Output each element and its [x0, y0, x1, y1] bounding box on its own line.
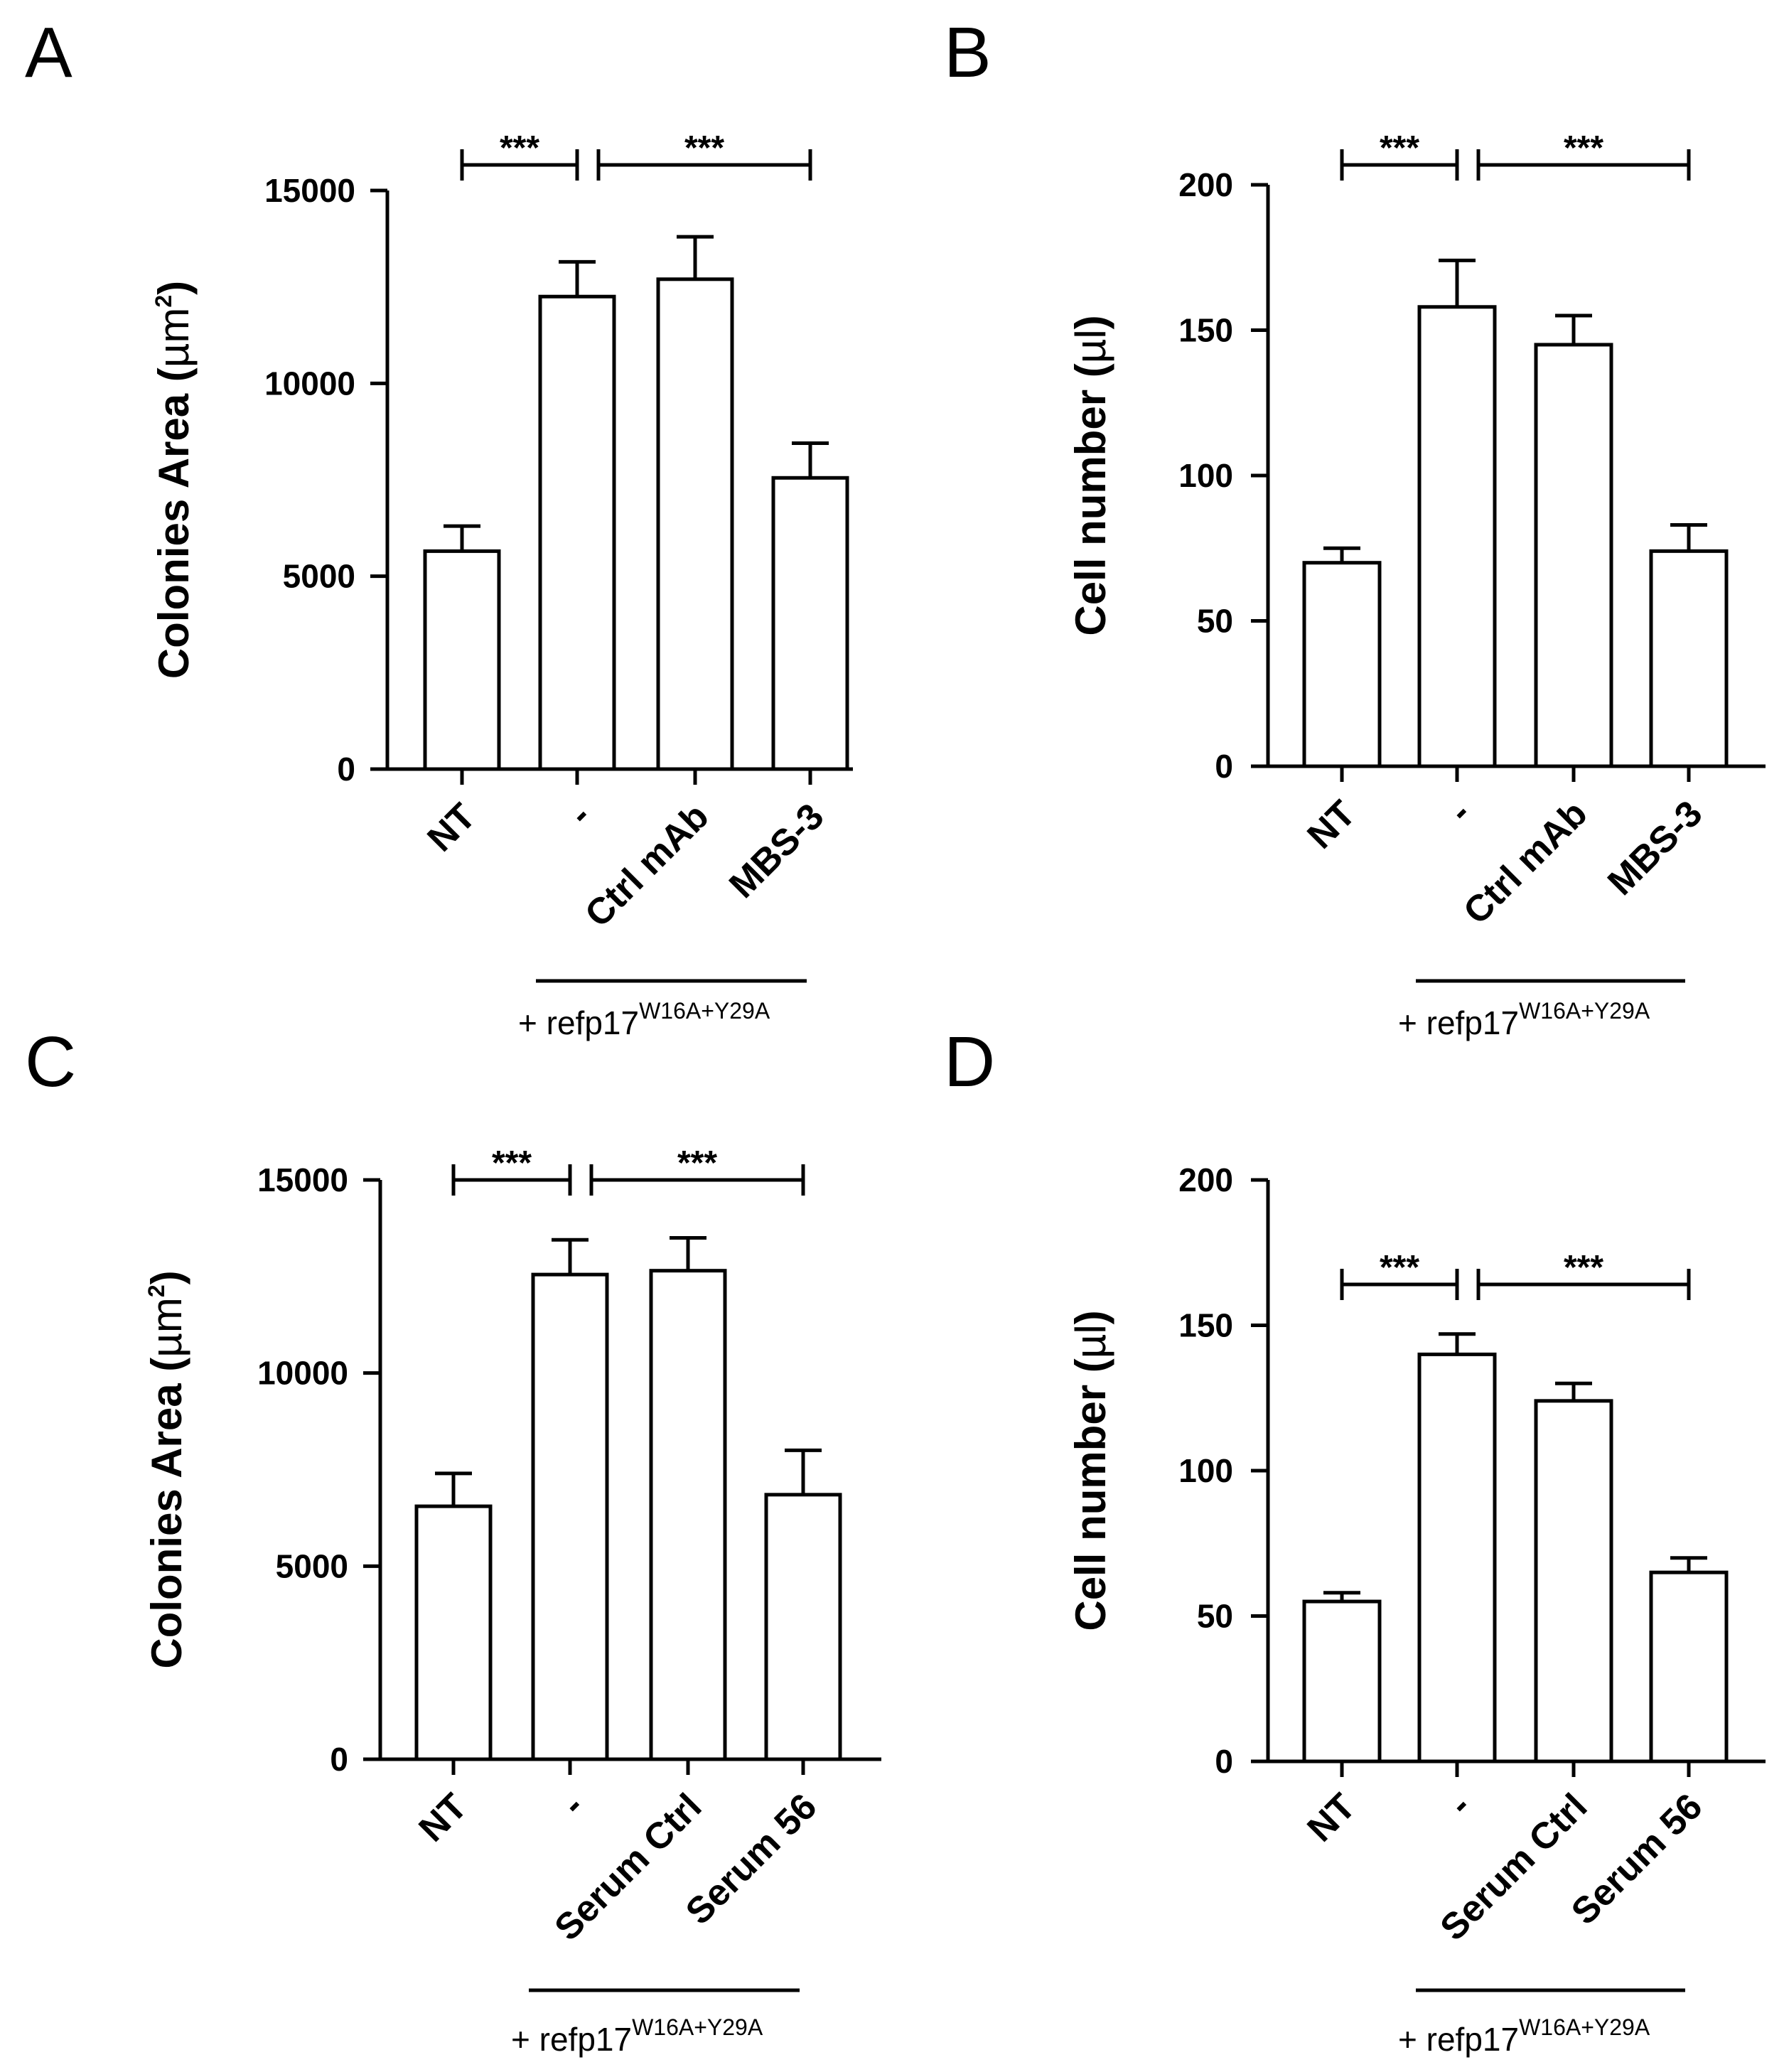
x-tick-label: MBS-3 — [721, 795, 832, 906]
y-tick-label: 50 — [1197, 603, 1233, 640]
bar — [1534, 343, 1613, 768]
x-tick-label: - — [1441, 1786, 1478, 1823]
treatment-label-prefix: + refp17 — [511, 2021, 632, 2058]
x-tick-label: NT — [411, 1786, 475, 1850]
y-tick-label: 0 — [1215, 1743, 1233, 1780]
y-tick-label: 0 — [337, 751, 355, 788]
bar — [538, 294, 616, 771]
y-axis-label-text: Colonies Area ( — [150, 367, 198, 679]
treatment-label: + refp17W16A+Y29A — [518, 998, 770, 1041]
significance-label: *** — [1380, 129, 1419, 167]
bar — [1649, 1570, 1729, 1764]
y-tick-label: 100 — [1178, 1452, 1233, 1489]
treatment-label: + refp17W16A+Y29A — [1398, 2014, 1650, 2058]
x-tick-label: MBS-3 — [1600, 793, 1710, 903]
y-axis-label-text: Cell number ( — [1067, 363, 1114, 635]
treatment-label-sup: W16A+Y29A — [1519, 2014, 1650, 2040]
y-axis-label-tail: ) — [143, 1270, 190, 1284]
significance-label: *** — [1564, 129, 1603, 167]
y-tick-label: 10000 — [264, 365, 355, 402]
y-axis-label-text: Colonies Area ( — [143, 1358, 190, 1669]
x-tick-label: Ctrl mAb — [1456, 793, 1595, 932]
significance-label: *** — [677, 1144, 717, 1182]
y-axis-label-sup: 2 — [144, 1284, 169, 1297]
y-tick-label: 150 — [1178, 312, 1233, 349]
y-axis-label-tail: ) — [1067, 315, 1114, 329]
y-tick-label: 100 — [1178, 457, 1233, 494]
y-tick-label: 200 — [1178, 166, 1233, 203]
y-tick-label: 0 — [330, 1741, 348, 1778]
bar — [656, 277, 734, 771]
y-axis-label-unit: µl — [1067, 329, 1114, 363]
treatment-label-sup: W16A+Y29A — [632, 2014, 763, 2040]
panel-b: B 0 50 100 150 200 Cell number (µl) NT -Ctrl mAb… — [944, 13, 1766, 1041]
treatment-label-prefix: + refp17 — [1398, 2021, 1519, 2058]
y-axis-label-tail: ) — [1067, 1310, 1114, 1324]
bar — [1534, 1399, 1613, 1764]
bar — [764, 1493, 842, 1761]
bar — [771, 476, 849, 771]
treatment-label: + refp17W16A+Y29A — [511, 2014, 763, 2058]
bar — [1417, 1352, 1497, 1764]
y-tick-label: 150 — [1178, 1307, 1233, 1344]
y-tick-label: 15000 — [264, 172, 355, 209]
y-axis-label: Cell number (µl) — [1067, 1310, 1114, 1631]
bar — [423, 549, 501, 771]
y-tick-label: 0 — [1215, 748, 1233, 785]
treatment-label-prefix: + refp17 — [1398, 1004, 1519, 1041]
bar — [649, 1269, 727, 1761]
bar — [414, 1504, 493, 1761]
x-tick-label: NT — [1299, 1786, 1363, 1850]
x-tick-label: - — [561, 795, 598, 833]
x-tick-label: - — [1441, 793, 1478, 830]
y-axis-label-unit: µm — [150, 308, 198, 368]
y-tick-label: 50 — [1197, 1598, 1233, 1635]
x-tick-label: NT — [1299, 793, 1363, 857]
y-axis-label-text: Cell number ( — [1067, 1358, 1114, 1631]
y-axis-label: Colonies Area (µm2) — [143, 1270, 190, 1668]
panel-label: B — [944, 13, 992, 92]
treatment-label-sup: W16A+Y29A — [1519, 998, 1650, 1024]
y-tick-label: 15000 — [257, 1161, 348, 1198]
y-tick-label: 5000 — [276, 1547, 348, 1584]
panel-a: A 0 5000 10000 15000 Colonies Area (µm2) NT -Ct… — [25, 13, 853, 1041]
significance-label: *** — [500, 129, 539, 167]
bar — [1649, 549, 1729, 768]
bar — [1302, 561, 1382, 768]
treatment-label-prefix: + refp17 — [518, 1004, 639, 1041]
bar — [1417, 305, 1497, 768]
bar — [531, 1272, 609, 1761]
significance-label: *** — [1380, 1249, 1419, 1287]
y-axis-label-tail: ) — [150, 281, 198, 295]
x-tick-label: Ctrl mAb — [577, 795, 716, 935]
y-tick-label: 200 — [1178, 1161, 1233, 1198]
significance-label: *** — [492, 1144, 532, 1182]
treatment-label: + refp17W16A+Y29A — [1398, 998, 1650, 1041]
y-axis-label-sup: 2 — [151, 295, 176, 308]
panel-label: C — [25, 1022, 76, 1102]
panel-label: A — [25, 13, 72, 92]
x-tick-label: NT — [419, 795, 483, 859]
significance-label: *** — [684, 129, 724, 167]
significance-label: *** — [1564, 1249, 1603, 1287]
y-axis-label-unit: µm — [143, 1297, 190, 1358]
y-axis-label: Colonies Area (µm2) — [150, 281, 198, 679]
bar — [1302, 1599, 1382, 1764]
panel-label: D — [944, 1022, 995, 1102]
x-tick-label: - — [554, 1786, 591, 1823]
treatment-label-sup: W16A+Y29A — [639, 998, 770, 1024]
y-tick-label: 10000 — [257, 1355, 348, 1392]
y-axis-label: Cell number (µl) — [1067, 315, 1114, 635]
y-tick-label: 5000 — [283, 558, 355, 595]
y-axis-label-unit: µl — [1067, 1324, 1114, 1358]
